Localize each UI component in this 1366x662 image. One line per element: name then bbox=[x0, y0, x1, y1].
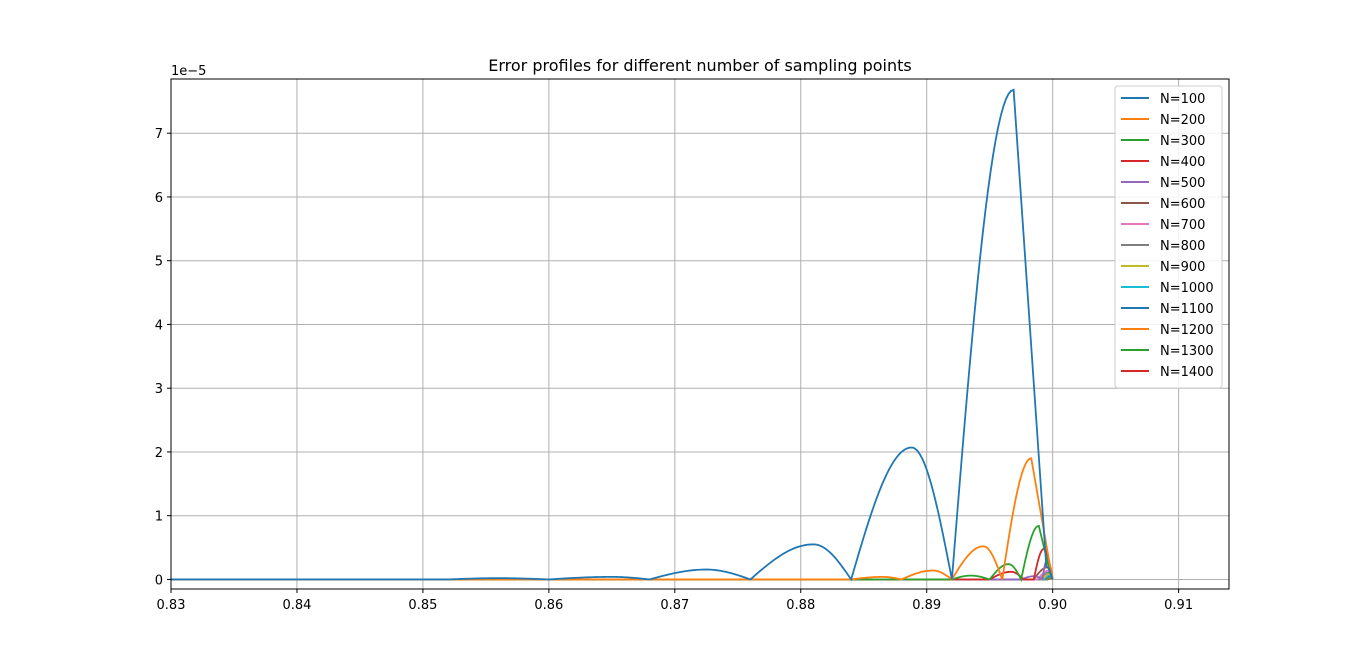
x-axis: 0.83 0.84 0.85 0.86 0.87 0.88 0.89 0.90 0.91 bbox=[157, 589, 1193, 613]
x-tick-label: 0.91 bbox=[1164, 598, 1193, 613]
y-tick-label: 4 bbox=[155, 318, 163, 333]
y-tick-label: 6 bbox=[155, 191, 163, 206]
y-tick-label: 5 bbox=[155, 255, 163, 270]
legend-label: N=1300 bbox=[1160, 344, 1214, 359]
legend-label: N=400 bbox=[1160, 155, 1205, 170]
legend-label: N=1200 bbox=[1160, 323, 1214, 338]
x-tick-label: 0.87 bbox=[660, 598, 689, 613]
x-tick-label: 0.90 bbox=[1038, 598, 1067, 613]
y-tick-label: 2 bbox=[155, 446, 163, 461]
legend-label: N=1000 bbox=[1160, 281, 1214, 296]
y-tick-label: 3 bbox=[155, 382, 163, 397]
y-tick-label: 0 bbox=[155, 573, 163, 588]
y-axis: 0 1 2 3 4 5 6 7 bbox=[155, 127, 171, 588]
legend-label: N=1100 bbox=[1160, 302, 1214, 317]
x-tick-label: 0.84 bbox=[282, 598, 311, 613]
x-tick-label: 0.85 bbox=[408, 598, 437, 613]
legend-box bbox=[1114, 85, 1223, 389]
series-line-n-200 bbox=[171, 457, 1054, 581]
y-tick-label: 7 bbox=[155, 127, 163, 142]
series-line-n-100 bbox=[171, 88, 1054, 582]
x-tick-label: 0.89 bbox=[912, 598, 941, 613]
x-tick-label: 0.83 bbox=[157, 598, 186, 613]
x-tick-label: 0.86 bbox=[534, 598, 563, 613]
legend-label: N=200 bbox=[1160, 113, 1205, 128]
chart-title: Error profiles for different number of s… bbox=[488, 56, 912, 75]
legend-label: N=700 bbox=[1160, 218, 1205, 233]
legend-label: N=500 bbox=[1160, 176, 1205, 191]
x-tick-label: 0.88 bbox=[786, 598, 815, 613]
series-line-n-400 bbox=[171, 547, 1054, 581]
grid bbox=[170, 79, 1229, 589]
legend-label: N=800 bbox=[1160, 239, 1205, 254]
legend-label: N=100 bbox=[1160, 92, 1205, 107]
legend-label: N=1400 bbox=[1160, 365, 1214, 380]
y-tick-label: 1 bbox=[155, 510, 163, 525]
legend: N=100 N=200 N=300 N=400 N=500 N=600 N=700 N=800… bbox=[1114, 85, 1223, 389]
series-line-n-800 bbox=[171, 571, 1054, 581]
legend-label: N=300 bbox=[1160, 134, 1205, 149]
series-group bbox=[171, 88, 1054, 583]
y-offset-label: 1e−5 bbox=[171, 64, 206, 79]
legend-label: N=900 bbox=[1160, 260, 1205, 275]
plot-frame bbox=[170, 78, 1230, 590]
legend-label: N=600 bbox=[1160, 197, 1205, 212]
